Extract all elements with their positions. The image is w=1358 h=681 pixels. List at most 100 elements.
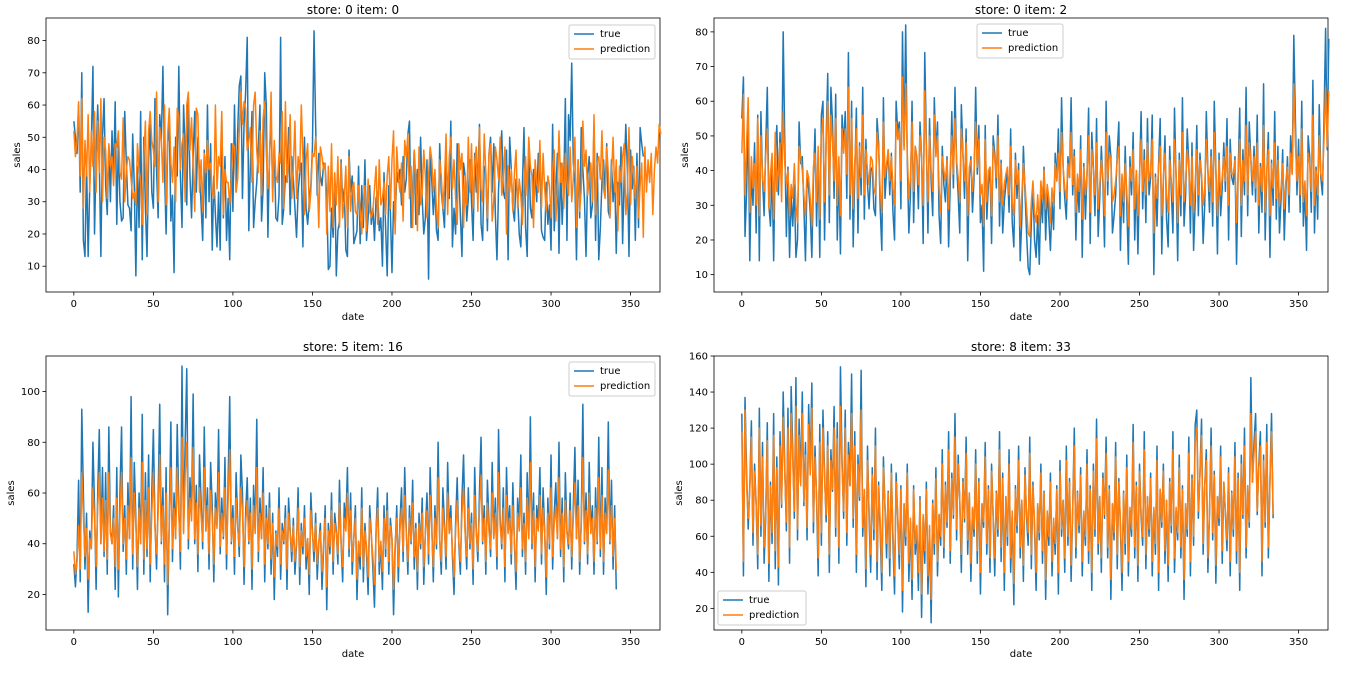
legend: true prediction [717, 590, 807, 626]
legend-label-prediction: prediction [600, 44, 650, 55]
y-tick-label: 60 [27, 489, 40, 500]
x-tick-label: 300 [541, 299, 560, 310]
x-tick-label: 200 [1050, 637, 1069, 648]
y-tick-label: 20 [695, 604, 708, 615]
legend: true prediction [976, 23, 1064, 59]
x-axis-ticks: 0 50 100 150 200 250 300 350 [739, 630, 1308, 648]
x-tick-label: 150 [303, 299, 322, 310]
x-tick-label: 50 [815, 299, 828, 310]
x-axis-ticks: 0 50 100 150 200 250 300 350 [71, 292, 640, 310]
x-tick-label: 100 [891, 637, 910, 648]
x-tick-label: 150 [971, 637, 990, 648]
x-axis-ticks: 0 50 100 150 200 250 300 350 [739, 292, 1308, 310]
x-axis-label: date [342, 649, 365, 660]
x-tick-label: 150 [303, 637, 322, 648]
y-tick-label: 20 [27, 229, 40, 240]
panel-store-8-item-33: 0 50 100 150 200 250 300 350 20 40 60 80 100 120 140 1… [674, 340, 1329, 660]
x-tick-label: 50 [147, 637, 160, 648]
legend-label-true: true [749, 595, 770, 606]
x-tick-label: 100 [223, 299, 242, 310]
legend-label-prediction: prediction [600, 381, 650, 392]
chart-title: store: 0 item: 0 [307, 3, 399, 17]
chart-title: store: 0 item: 2 [975, 3, 1067, 17]
y-tick-label: 40 [695, 568, 708, 579]
y-tick-label: 80 [695, 496, 708, 507]
x-tick-label: 250 [1130, 637, 1149, 648]
y-tick-label: 50 [695, 131, 708, 142]
x-axis-label: date [342, 312, 365, 323]
y-axis-label: sales [6, 480, 17, 505]
y-tick-label: 60 [695, 532, 708, 543]
y-tick-label: 30 [27, 197, 40, 208]
y-tick-label: 60 [695, 97, 708, 108]
legend-label-prediction: prediction [749, 610, 799, 621]
x-axis-ticks: 0 50 100 150 200 250 300 350 [71, 630, 640, 648]
x-tick-label: 350 [1289, 299, 1308, 310]
x-tick-label: 300 [1209, 637, 1228, 648]
x-tick-label: 350 [1289, 637, 1308, 648]
y-axis-ticks: 20 40 60 80 100 [21, 387, 46, 601]
x-tick-label: 250 [462, 637, 481, 648]
legend: true prediction [568, 24, 656, 60]
y-tick-label: 140 [689, 388, 708, 399]
x-tick-label: 100 [891, 299, 910, 310]
y-tick-label: 40 [695, 166, 708, 177]
y-tick-label: 40 [27, 165, 40, 176]
y-tick-label: 50 [27, 133, 40, 144]
x-tick-label: 200 [1050, 299, 1069, 310]
x-tick-label: 350 [621, 299, 640, 310]
legend-label-true: true [600, 366, 621, 377]
y-tick-label: 30 [695, 201, 708, 212]
chart-title: store: 8 item: 33 [971, 340, 1071, 354]
x-tick-label: 250 [462, 299, 481, 310]
y-tick-label: 10 [695, 270, 708, 281]
panel-store-0-item-0: 0 50 100 150 200 250 300 350 10 20 30 40 50 60 70 80 s… [12, 3, 662, 323]
y-tick-label: 20 [27, 590, 40, 601]
x-tick-label: 100 [223, 637, 242, 648]
x-tick-label: 300 [541, 637, 560, 648]
x-tick-label: 0 [71, 299, 77, 310]
y-tick-label: 10 [27, 262, 40, 273]
y-tick-label: 70 [695, 62, 708, 73]
y-axis-label: sales [674, 480, 685, 505]
y-axis-label: sales [680, 142, 691, 167]
x-tick-label: 350 [621, 637, 640, 648]
legend: true prediction [568, 361, 656, 397]
x-tick-label: 0 [739, 637, 745, 648]
panel-store-5-item-16: 0 50 100 150 200 250 300 350 20 40 60 80 100 store:… [6, 340, 661, 660]
y-tick-label: 80 [27, 438, 40, 449]
y-tick-label: 80 [695, 27, 708, 38]
series-layer [73, 365, 618, 616]
x-tick-label: 150 [971, 299, 990, 310]
x-tick-label: 200 [382, 299, 401, 310]
x-tick-label: 50 [815, 637, 828, 648]
y-tick-label: 20 [695, 235, 708, 246]
series-layer [73, 30, 662, 280]
series-line-prediction [741, 405, 1274, 601]
y-axis-ticks: 10 20 30 40 50 60 70 80 [27, 36, 46, 273]
y-axis-ticks: 10 20 30 40 50 60 70 80 [695, 27, 714, 281]
y-axis-ticks: 20 40 60 80 100 120 140 160 [689, 352, 714, 615]
y-tick-label: 160 [689, 352, 708, 363]
series-line-prediction [73, 436, 618, 591]
legend-label-true: true [600, 29, 621, 40]
legend-label-true: true [1008, 28, 1029, 39]
legend-label-prediction: prediction [1008, 43, 1058, 54]
x-tick-label: 300 [1209, 299, 1228, 310]
y-tick-label: 100 [689, 460, 708, 471]
x-axis-label: date [1010, 649, 1033, 660]
panel-store-0-item-2: 0 50 100 150 200 250 300 350 10 20 30 40 50 60 70 80 s… [680, 3, 1330, 323]
y-axis-label: sales [12, 142, 23, 167]
y-tick-label: 120 [689, 424, 708, 435]
series-line-prediction [741, 76, 1330, 238]
y-tick-label: 40 [27, 539, 40, 550]
x-tick-label: 0 [739, 299, 745, 310]
y-tick-label: 100 [21, 387, 40, 398]
series-line-prediction [73, 91, 662, 238]
chart-title: store: 5 item: 16 [303, 340, 403, 354]
series-layer [741, 366, 1274, 624]
series-layer [741, 24, 1330, 276]
x-tick-label: 50 [147, 299, 160, 310]
